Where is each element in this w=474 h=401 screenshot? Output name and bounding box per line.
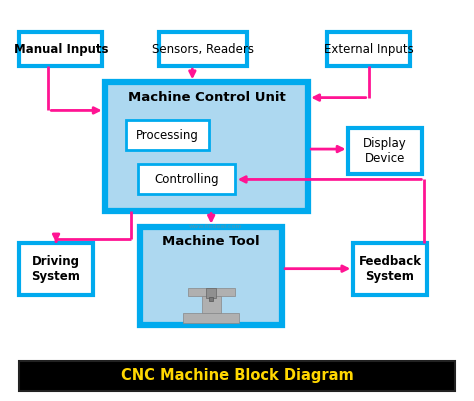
FancyBboxPatch shape (327, 32, 410, 66)
FancyBboxPatch shape (19, 32, 102, 66)
Text: Controlling: Controlling (154, 173, 219, 186)
FancyBboxPatch shape (209, 298, 213, 302)
Text: Machine Control Unit: Machine Control Unit (128, 91, 285, 104)
FancyBboxPatch shape (19, 243, 93, 295)
FancyBboxPatch shape (188, 288, 235, 296)
FancyBboxPatch shape (159, 32, 246, 66)
FancyBboxPatch shape (138, 164, 235, 194)
Text: Machine Tool: Machine Tool (163, 235, 260, 248)
FancyBboxPatch shape (353, 243, 427, 295)
FancyBboxPatch shape (19, 361, 455, 391)
Text: www.flodeal.com: www.flodeal.com (189, 224, 243, 229)
Text: Display
Device: Display Device (364, 138, 407, 165)
FancyBboxPatch shape (126, 120, 209, 150)
FancyBboxPatch shape (348, 128, 422, 174)
Text: External Inputs: External Inputs (324, 43, 413, 56)
Text: Sensors, Readers: Sensors, Readers (152, 43, 254, 56)
Text: Manual Inputs: Manual Inputs (14, 43, 108, 56)
FancyBboxPatch shape (183, 313, 239, 323)
FancyBboxPatch shape (207, 288, 216, 298)
FancyBboxPatch shape (140, 227, 282, 325)
Text: Feedback
System: Feedback System (358, 255, 421, 283)
Text: Driving
System: Driving System (32, 255, 81, 283)
FancyBboxPatch shape (201, 296, 221, 313)
Text: Processing: Processing (136, 129, 199, 142)
Text: CNC Machine Block Diagram: CNC Machine Block Diagram (121, 368, 354, 383)
FancyBboxPatch shape (105, 82, 308, 211)
